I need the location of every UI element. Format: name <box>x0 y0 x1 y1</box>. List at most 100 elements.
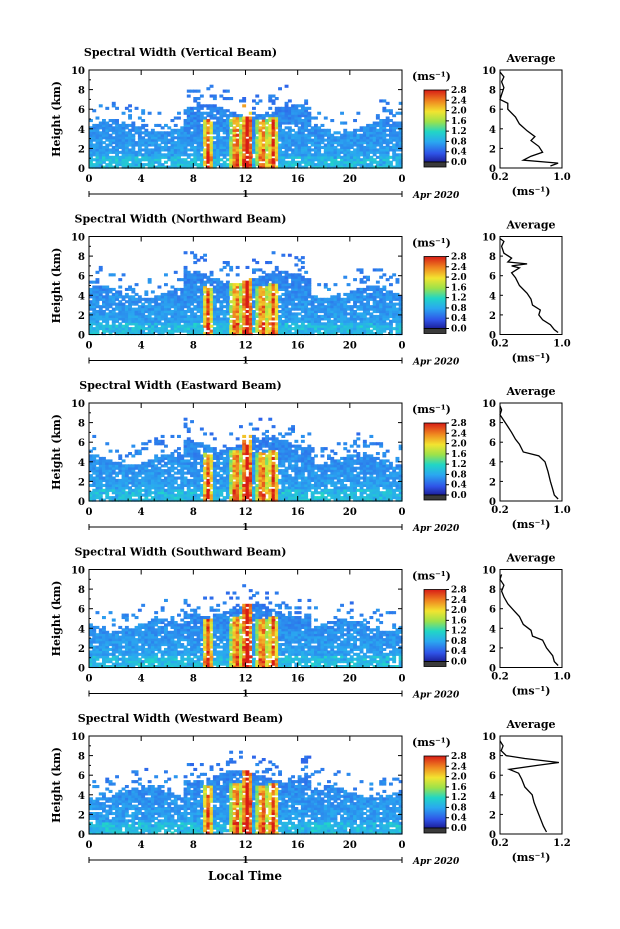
heatmap-cell <box>323 327 328 331</box>
heatmap-cell <box>245 319 250 323</box>
heatmap-cell <box>398 310 403 314</box>
heatmap-cell <box>186 471 191 475</box>
heatmap-cell <box>222 287 227 291</box>
heatmap-cell <box>105 488 110 492</box>
heatmap-cell <box>395 141 400 145</box>
heatmap-cell <box>317 317 322 321</box>
heatmap-cell <box>212 493 217 497</box>
heatmap-cell <box>170 148 175 152</box>
heatmap-cell <box>274 126 279 130</box>
heatmap-cell <box>147 136 152 140</box>
heatmap-cell <box>297 121 302 125</box>
heatmap-cell <box>167 150 172 154</box>
heatmap-cell <box>229 290 234 294</box>
heatmap-cell <box>183 278 188 282</box>
heatmap-cell <box>193 131 198 135</box>
heatmap-cell <box>294 287 299 291</box>
heatmap-cell <box>108 459 113 463</box>
heatmap-cell <box>105 459 110 463</box>
heatmap-cell <box>258 456 263 460</box>
heatmap-cell <box>268 297 273 301</box>
heatmap-cell <box>102 300 106 304</box>
heatmap-cell <box>186 449 191 453</box>
heatmap-cell <box>281 285 286 289</box>
heatmap-cell <box>281 270 286 274</box>
heatmap-cell <box>102 319 106 323</box>
heatmap-cell <box>115 486 119 490</box>
heatmap-cell <box>330 322 335 326</box>
heatmap-cell <box>95 292 100 296</box>
heatmap-cell <box>193 292 198 296</box>
heatmap-cell <box>369 322 374 326</box>
heatmap-cell <box>252 310 256 314</box>
heatmap-cell <box>333 165 338 169</box>
heatmap-cell <box>209 94 214 98</box>
heatmap-cell <box>395 295 400 299</box>
heatmap-cell <box>186 119 191 123</box>
heatmap-cell <box>385 148 390 152</box>
heatmap-cell <box>219 488 224 492</box>
heatmap-cell <box>180 133 185 137</box>
heatmap-cell <box>281 253 286 257</box>
heatmap-cell <box>147 312 152 316</box>
heatmap-cell <box>147 148 152 152</box>
heatmap-cell <box>248 442 253 446</box>
heatmap-cell <box>186 322 191 326</box>
heatmap-cell <box>239 474 243 478</box>
heatmap-cell <box>398 101 403 105</box>
heatmap-cell <box>274 295 279 299</box>
heatmap-cell <box>203 307 207 311</box>
heatmap-cell <box>141 307 146 311</box>
heatmap-cell <box>89 498 93 502</box>
heatmap-cell <box>340 143 344 147</box>
heatmap-cell <box>89 461 93 465</box>
heatmap-cell <box>369 158 374 162</box>
heatmap-cell <box>375 141 380 145</box>
heatmap-cell <box>98 265 103 269</box>
heatmap-cell <box>359 300 364 304</box>
heatmap-cell <box>330 165 335 169</box>
heatmap-cell <box>144 300 149 304</box>
heatmap-cell <box>242 314 247 318</box>
heatmap-cell <box>193 155 198 159</box>
heatmap-cell <box>118 488 123 492</box>
heatmap-cell <box>95 133 100 137</box>
heatmap-cell <box>108 496 113 500</box>
heatmap-cell <box>284 319 289 323</box>
heatmap-cell <box>150 160 155 164</box>
heatmap-cell <box>300 109 305 113</box>
heatmap-cell <box>115 133 119 137</box>
heatmap-cell <box>216 158 221 162</box>
heatmap-cell <box>398 295 403 299</box>
heatmap-cell <box>395 153 400 157</box>
heatmap-cell <box>372 295 377 299</box>
heatmap-cell <box>284 116 289 120</box>
heatmap-cell <box>398 329 403 333</box>
heatmap-cell <box>196 258 201 262</box>
heatmap-cell <box>92 464 97 468</box>
heatmap-cell <box>294 163 299 167</box>
heatmap-cell <box>98 483 103 487</box>
heatmap-cell <box>281 131 286 135</box>
heatmap-cell <box>258 136 263 140</box>
heatmap-cell <box>268 327 273 331</box>
heatmap-cell <box>395 131 400 135</box>
heatmap-cell <box>245 141 250 145</box>
heatmap-cell <box>131 138 136 142</box>
heatmap-cell <box>102 119 106 123</box>
heatmap-cell <box>327 158 331 162</box>
heatmap-cell <box>167 486 172 490</box>
heatmap-cell <box>278 464 282 468</box>
heatmap-cell <box>131 150 136 154</box>
heatmap-cell <box>111 464 116 468</box>
heatmap-cell <box>196 452 201 456</box>
heatmap-cell <box>297 290 302 294</box>
heatmap-cell <box>105 322 110 326</box>
heatmap-cell <box>186 283 191 287</box>
heatmap-cell <box>366 327 370 331</box>
heatmap-cell <box>395 317 400 321</box>
heatmap-cell <box>382 158 387 162</box>
heatmap-cell <box>372 128 377 132</box>
heatmap-cell <box>177 143 181 147</box>
heatmap-cell <box>177 491 181 495</box>
